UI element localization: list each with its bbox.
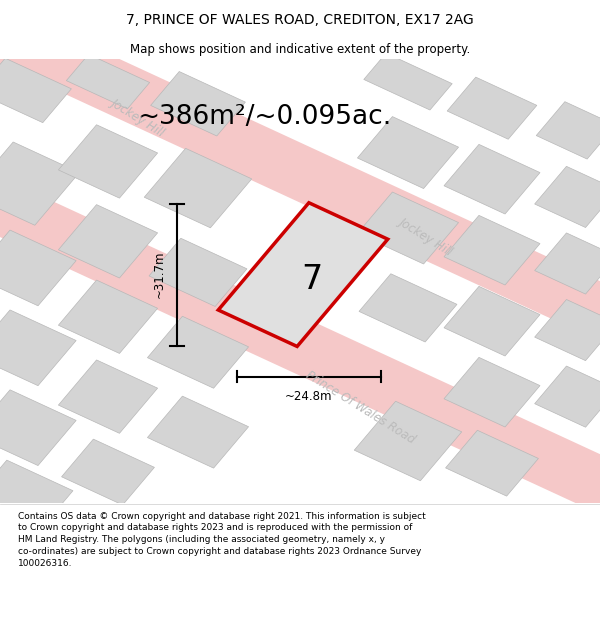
Polygon shape <box>151 71 245 136</box>
Text: Jockey Hill: Jockey Hill <box>397 215 455 259</box>
Polygon shape <box>535 366 600 428</box>
Polygon shape <box>536 102 600 159</box>
Polygon shape <box>58 204 158 278</box>
Polygon shape <box>62 439 154 505</box>
Polygon shape <box>148 396 248 468</box>
Polygon shape <box>444 216 540 285</box>
Polygon shape <box>148 316 248 388</box>
Polygon shape <box>535 233 600 294</box>
Polygon shape <box>359 274 457 342</box>
Polygon shape <box>149 238 247 306</box>
Text: ~31.7m: ~31.7m <box>153 251 166 298</box>
Polygon shape <box>0 460 73 528</box>
Polygon shape <box>0 63 600 625</box>
Polygon shape <box>58 360 158 433</box>
Polygon shape <box>0 58 71 122</box>
Polygon shape <box>535 299 600 361</box>
Text: 7, PRINCE OF WALES ROAD, CREDITON, EX17 2AG: 7, PRINCE OF WALES ROAD, CREDITON, EX17 … <box>126 13 474 27</box>
Polygon shape <box>444 357 540 427</box>
Polygon shape <box>358 117 458 189</box>
Polygon shape <box>0 390 76 466</box>
Polygon shape <box>144 148 252 228</box>
Polygon shape <box>0 142 79 225</box>
Polygon shape <box>58 125 158 198</box>
Text: ~386m²/~0.095ac.: ~386m²/~0.095ac. <box>137 104 391 130</box>
Polygon shape <box>444 144 540 214</box>
Polygon shape <box>218 202 388 346</box>
Text: Contains OS data © Crown copyright and database right 2021. This information is : Contains OS data © Crown copyright and d… <box>18 512 426 568</box>
Text: Map shows position and indicative extent of the property.: Map shows position and indicative extent… <box>130 42 470 56</box>
Text: ~24.8m: ~24.8m <box>285 390 333 403</box>
Polygon shape <box>67 54 149 109</box>
Text: Jockey Hill: Jockey Hill <box>109 96 167 139</box>
Polygon shape <box>354 401 462 481</box>
Text: 7: 7 <box>301 262 323 296</box>
Polygon shape <box>446 430 538 496</box>
Polygon shape <box>0 0 600 455</box>
Polygon shape <box>0 310 76 386</box>
Text: Prince Of Wales Road: Prince Of Wales Road <box>303 369 417 447</box>
Polygon shape <box>58 280 158 354</box>
Polygon shape <box>358 192 458 264</box>
Polygon shape <box>364 53 452 110</box>
Polygon shape <box>444 286 540 356</box>
Polygon shape <box>535 166 600 228</box>
Polygon shape <box>0 230 76 306</box>
Polygon shape <box>447 77 537 139</box>
